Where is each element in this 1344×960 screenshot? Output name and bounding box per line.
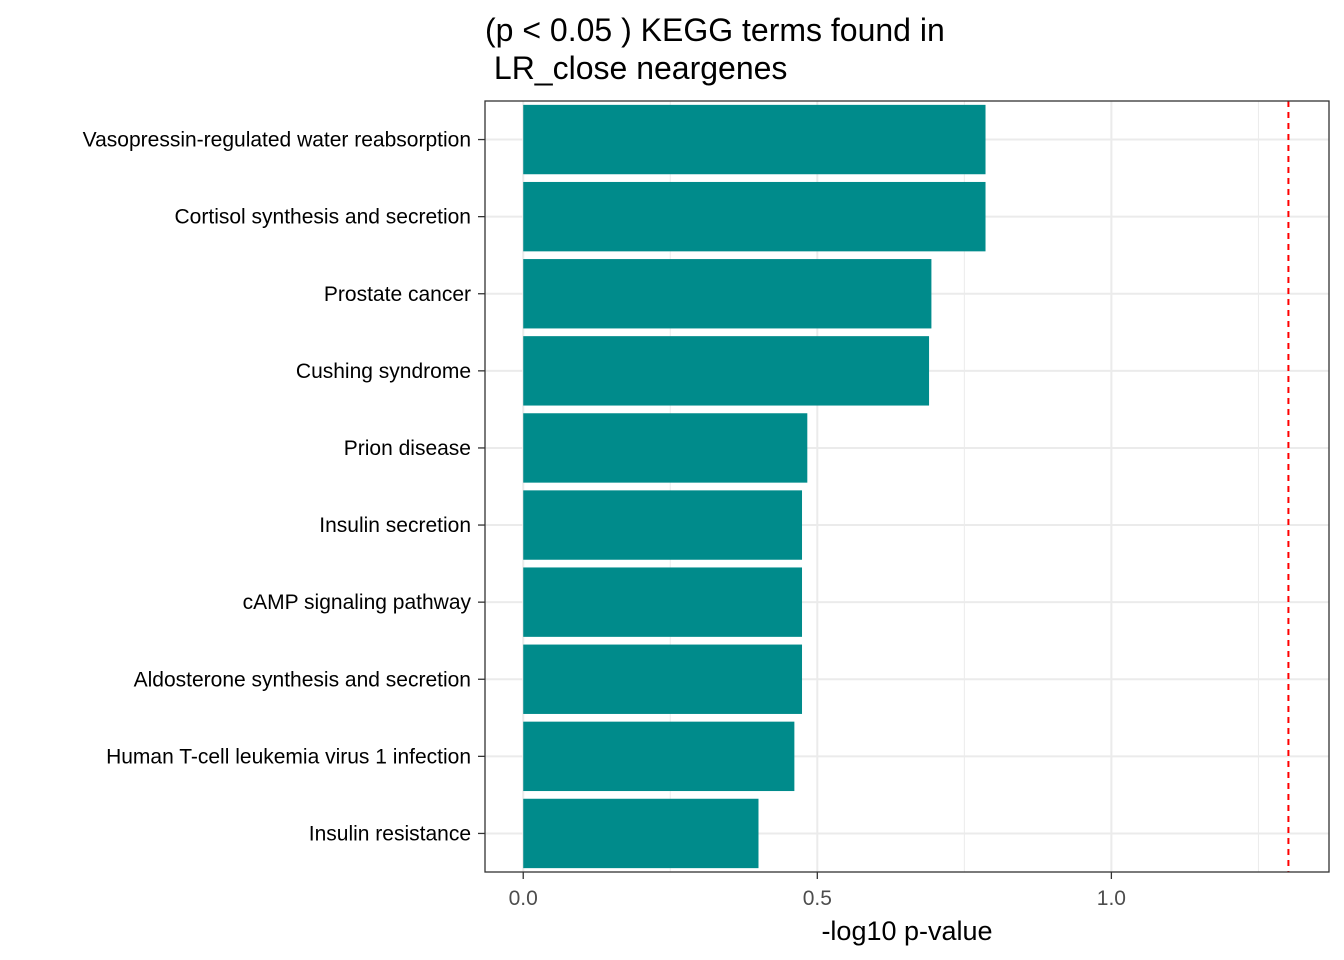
category-label: cAMP signaling pathway bbox=[243, 591, 472, 614]
category-label: Prostate cancer bbox=[324, 283, 471, 306]
category-label: Human T-cell leukemia virus 1 infection bbox=[106, 745, 471, 768]
category-label: Insulin resistance bbox=[309, 822, 471, 845]
x-tick-label: 0.0 bbox=[509, 887, 538, 910]
bars-layer bbox=[523, 104, 986, 869]
chart-title-line-2: LR_close neargenes bbox=[485, 50, 787, 86]
bar bbox=[523, 721, 795, 792]
bar bbox=[523, 104, 986, 175]
bar bbox=[523, 490, 803, 560]
category-label: Cortisol synthesis and secretion bbox=[175, 206, 471, 229]
bar bbox=[523, 644, 803, 714]
category-label: Aldosterone synthesis and secretion bbox=[134, 668, 471, 691]
x-axis-title: -log10 p-value bbox=[821, 916, 992, 946]
plot-panel-border bbox=[484, 100, 1330, 873]
category-label: Insulin secretion bbox=[319, 514, 471, 537]
chart-title-line-1: (p < 0.05 ) KEGG terms found in bbox=[485, 12, 945, 48]
bar bbox=[523, 336, 930, 406]
category-label: Vasopressin-regulated water reabsorption bbox=[83, 129, 471, 152]
bar bbox=[523, 567, 803, 637]
x-tick-label: 0.5 bbox=[803, 887, 832, 910]
bar bbox=[523, 181, 986, 252]
bar bbox=[523, 798, 759, 869]
x-axis-ticks: 0.0 0.5 1.0 bbox=[509, 872, 1126, 910]
bar bbox=[523, 413, 808, 483]
x-tick-label: 1.0 bbox=[1097, 887, 1126, 910]
category-label: Cushing syndrome bbox=[296, 360, 471, 383]
category-label: Prion disease bbox=[344, 437, 471, 460]
bar bbox=[523, 259, 932, 329]
category-labels: Vasopressin-regulated water reabsorption… bbox=[83, 129, 485, 845]
